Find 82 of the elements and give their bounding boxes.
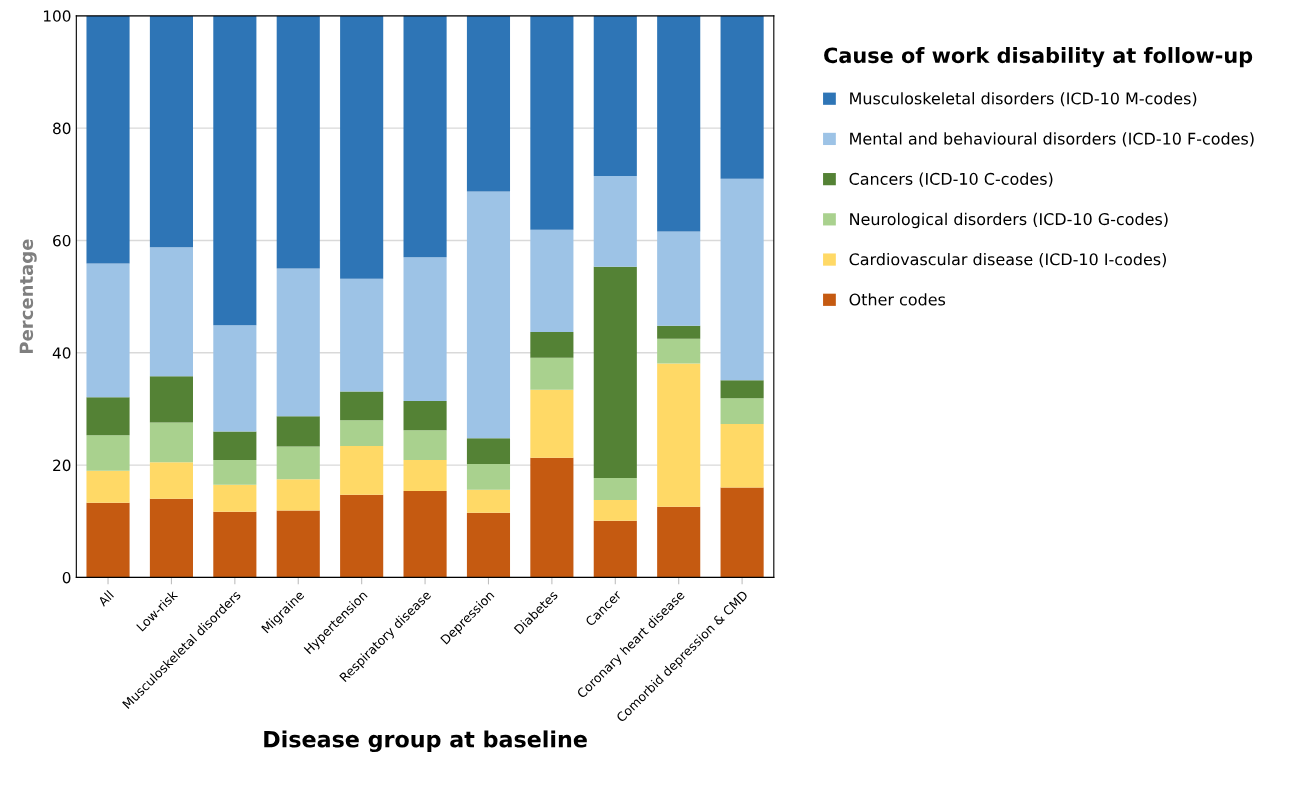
bar — [149, 498, 193, 578]
bar — [86, 435, 130, 471]
x-axis-title: Disease group at baseline — [264, 730, 587, 753]
bar — [213, 484, 257, 512]
bar — [530, 15, 574, 230]
bar — [340, 494, 384, 578]
x-tick-label: All — [97, 590, 114, 607]
bar — [403, 460, 447, 491]
bar — [86, 470, 130, 503]
bar — [657, 325, 701, 339]
bar — [213, 431, 257, 461]
bar — [340, 446, 384, 495]
bar — [276, 510, 320, 578]
bar — [213, 15, 257, 326]
bar — [466, 438, 511, 464]
y-tick-label: 100 — [43, 10, 71, 22]
bar — [657, 231, 701, 326]
legend-title: Cause of work disability at follow-up — [824, 47, 1253, 68]
bar — [213, 511, 257, 578]
bar — [530, 389, 574, 458]
legend-label: Mental and behavioural disorders (ICD-10 F-codes) — [850, 132, 1254, 147]
bar — [530, 457, 574, 578]
bar — [276, 446, 320, 480]
bar — [340, 420, 384, 447]
bar — [86, 263, 130, 398]
bar — [593, 175, 637, 267]
bar — [276, 416, 320, 447]
bar — [340, 15, 384, 279]
bar — [593, 478, 637, 500]
bar — [593, 520, 637, 578]
bar — [593, 499, 637, 521]
bar — [593, 266, 637, 479]
y-tick-label: 60 — [53, 234, 71, 247]
bar — [530, 357, 574, 390]
y-tick-label: 80 — [53, 122, 71, 135]
bar — [276, 15, 320, 269]
bar — [86, 502, 130, 578]
bar — [657, 15, 701, 232]
bar — [149, 422, 193, 463]
legend-label: Musculoskeletal disorders (ICD-10 M-codes) — [850, 92, 1197, 107]
bar — [657, 338, 701, 364]
bar — [720, 15, 764, 179]
bar — [276, 479, 320, 511]
bar — [340, 278, 384, 392]
bar — [403, 401, 447, 431]
bar — [86, 15, 130, 264]
bar — [466, 489, 511, 513]
bar — [403, 15, 447, 258]
bar — [466, 463, 511, 490]
bar — [466, 191, 511, 439]
bar — [657, 506, 701, 578]
bar — [466, 512, 511, 578]
y-tick-label: 40 — [52, 347, 71, 359]
legend-label: Other codes — [849, 293, 946, 306]
bar — [213, 460, 257, 485]
bar — [149, 462, 193, 499]
bar — [530, 332, 574, 358]
bar — [720, 178, 764, 381]
bar — [86, 397, 130, 436]
bar — [593, 15, 637, 176]
y-tick-label: 0 — [62, 571, 71, 584]
y-tick-label: 20 — [53, 459, 71, 472]
bar — [466, 15, 511, 192]
bar — [720, 424, 764, 488]
bar — [403, 490, 447, 578]
legend-label: Cardiovascular disease (ICD-10 I-codes) — [849, 252, 1166, 268]
bar — [403, 257, 447, 402]
bar — [403, 430, 447, 461]
bar — [530, 229, 574, 333]
bar — [276, 268, 320, 417]
bar — [149, 15, 193, 248]
bar — [720, 380, 764, 399]
y-axis-title: Percentage — [19, 239, 37, 354]
bar — [720, 398, 764, 425]
legend-label: Cancers (ICD-10 C-codes) — [849, 172, 1053, 187]
bar — [720, 487, 764, 578]
legend-label: Neurological disorders (ICD-10 G-codes) — [850, 212, 1168, 229]
bar — [213, 325, 257, 432]
bar — [657, 363, 701, 507]
bar — [340, 391, 384, 421]
bar — [149, 247, 193, 377]
bar — [149, 376, 193, 423]
